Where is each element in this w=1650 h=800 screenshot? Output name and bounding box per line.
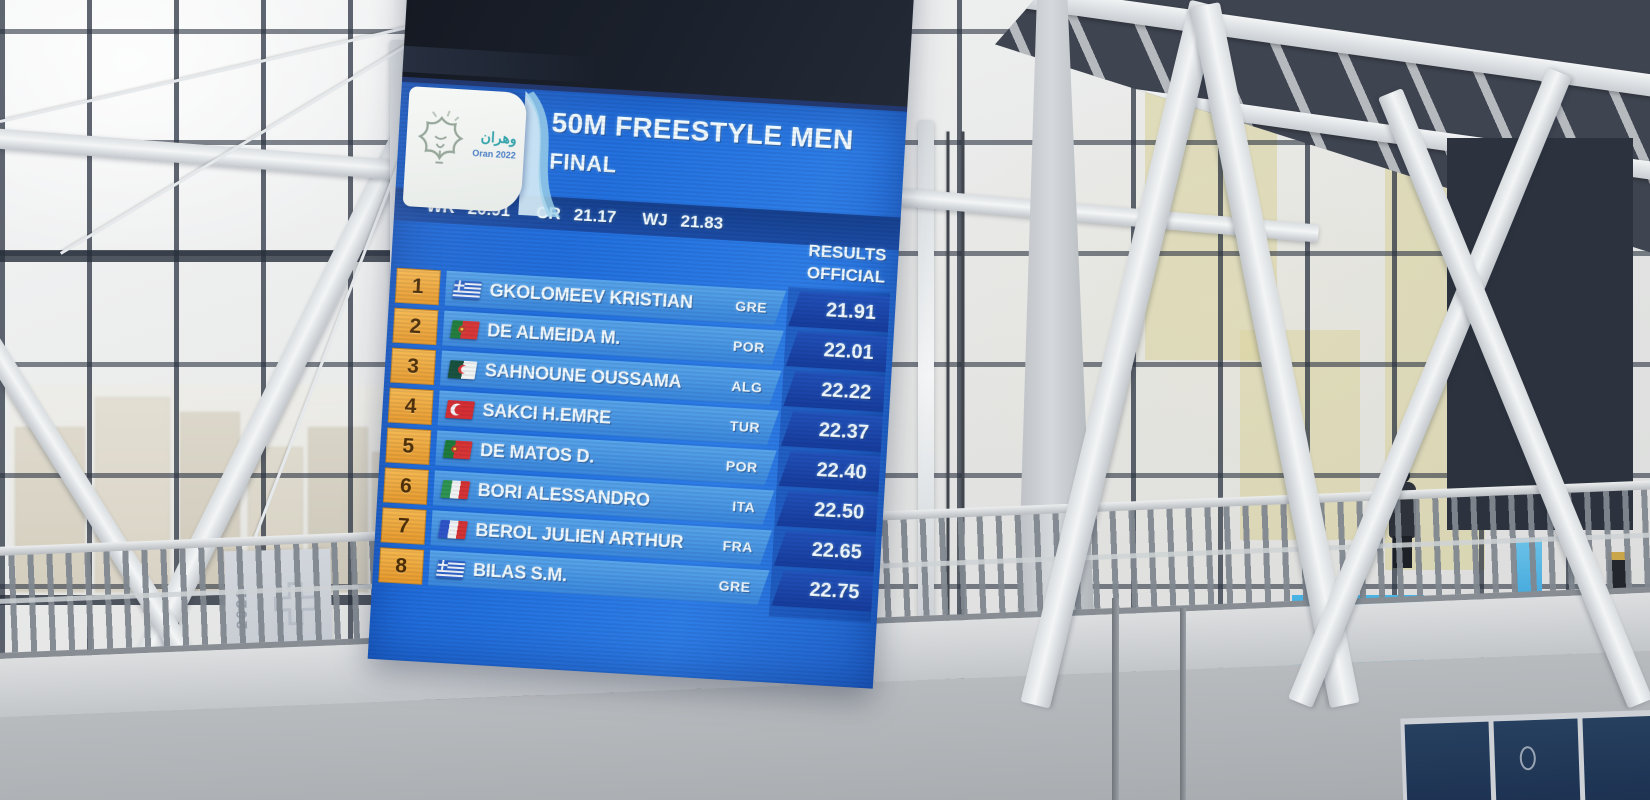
rank-badge: 1 — [394, 267, 441, 306]
time-value: 22.01 — [823, 339, 875, 365]
time-cell: 22.22 — [783, 371, 885, 412]
time-value: 22.40 — [815, 458, 868, 484]
time-cell: 21.91 — [788, 291, 890, 332]
sign-panel — [1493, 718, 1581, 800]
country-code: POR — [725, 457, 759, 475]
games-mascot-icon — [417, 110, 464, 164]
country-code: ITA — [731, 497, 756, 515]
country-code: POR — [732, 337, 766, 356]
flag-icon — [448, 360, 478, 379]
scoreboard-assembly: وهران Oran 2022 50M FREESTYLE MEN FINAL … — [367, 0, 918, 689]
rank-badge: 8 — [378, 547, 425, 585]
record-value: 21.83 — [680, 210, 724, 233]
tie-rod — [0, 15, 456, 124]
rank-badge: 6 — [382, 467, 429, 505]
foreground-pole — [1112, 598, 1119, 800]
flag-icon — [438, 519, 468, 538]
results-status: RESULTS OFFICIAL — [806, 240, 887, 289]
flag-icon — [443, 439, 473, 458]
country-code: FRA — [722, 537, 754, 555]
record-label: WJ — [641, 208, 669, 230]
athlete-name: SAHNOUNE OUSSAMA — [484, 360, 683, 392]
logo-latin-text: Oran 2022 — [471, 148, 517, 161]
status-line2: OFFICIAL — [806, 263, 886, 287]
athlete-name: GKOLOMEEV KRISTIAN — [489, 280, 694, 313]
time-value: 21.91 — [825, 299, 877, 325]
time-cell: 22.40 — [779, 451, 881, 492]
rank-badge: 3 — [390, 347, 437, 386]
wave-stripe — [518, 91, 561, 218]
results-rows: 1 GKOLOMEEV KRISTIAN GRE 21.91 2 DE ALME… — [378, 267, 890, 617]
sign-panel — [1582, 715, 1650, 800]
time-value: 22.65 — [811, 538, 863, 564]
rank-badge: 5 — [385, 427, 432, 465]
rank-badge: 7 — [380, 507, 427, 545]
rank-badge: 4 — [387, 387, 434, 426]
country-code: TUR — [729, 417, 761, 436]
athlete-name: SAKCI H.EMRE — [481, 400, 612, 428]
lower-level-signage — [1400, 709, 1650, 800]
time-value: 22.22 — [820, 379, 872, 405]
country-code: GRE — [718, 576, 752, 595]
time-value: 22.50 — [813, 498, 865, 524]
athlete-name: BEROL JULIEN ARTHUR — [474, 519, 684, 553]
sign-panel — [1404, 721, 1492, 800]
logo-arabic-text: وهران — [480, 128, 518, 147]
country-code: ALG — [730, 377, 763, 396]
athlete-name: BORI ALESSANDRO — [477, 479, 651, 511]
flag-icon — [436, 559, 466, 578]
athlete-name: DE ALMEIDA M. — [486, 320, 621, 349]
athlete-name: BILAS S.M. — [472, 559, 568, 586]
rank-badge: 2 — [392, 307, 439, 346]
results-scoreboard: وهران Oran 2022 50M FREESTYLE MEN FINAL … — [367, 81, 908, 689]
sign-glyph — [1519, 745, 1537, 771]
time-cell: 22.50 — [776, 491, 878, 532]
flag-icon — [445, 399, 475, 418]
record-value: 21.17 — [573, 204, 617, 227]
event-title: 50M FREESTYLE MEN — [550, 106, 855, 156]
time-value: 22.37 — [818, 419, 870, 444]
time-cell: 22.75 — [772, 571, 874, 612]
flag-icon — [440, 479, 470, 498]
foreground-pole — [1180, 608, 1186, 800]
flag-icon — [452, 280, 482, 299]
time-cell: 22.01 — [786, 331, 888, 372]
flag-icon — [450, 320, 480, 339]
oran-2022-logo: وهران Oran 2022 — [402, 86, 528, 213]
time-cell: 22.65 — [774, 531, 876, 572]
time-cell: 22.37 — [781, 411, 883, 452]
country-code: GRE — [734, 297, 768, 316]
athlete-name: DE MATOS D. — [479, 440, 595, 467]
time-value: 22.75 — [808, 578, 861, 604]
